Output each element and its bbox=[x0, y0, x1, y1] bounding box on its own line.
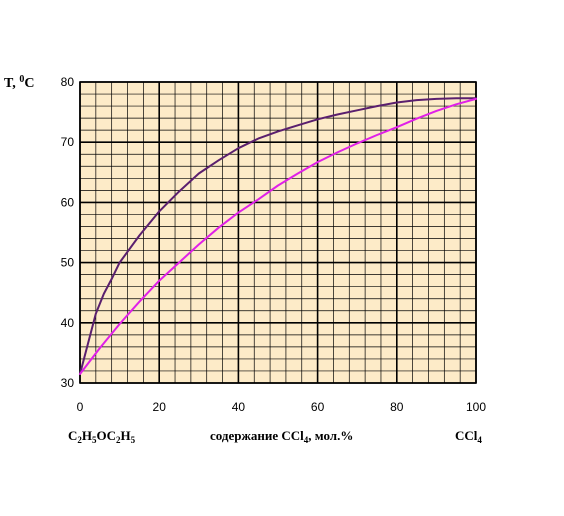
x-axis-label: содержание CCl4, мол.% bbox=[210, 428, 353, 445]
x-label-left-compound: C2H5OC2H5 bbox=[68, 428, 135, 445]
y-axis-label-unit: C bbox=[24, 76, 34, 91]
x-tick-label: 100 bbox=[466, 400, 486, 414]
label-right-sub: 4 bbox=[477, 435, 482, 445]
label-right-text: CCl bbox=[455, 428, 478, 443]
y-tick-label: 80 bbox=[61, 75, 75, 89]
series-layer bbox=[79, 97, 477, 375]
x-tick-labels: 0 20 40 60 80 100 bbox=[77, 400, 487, 414]
grid-minor bbox=[80, 82, 476, 383]
series-line-1 bbox=[79, 97, 477, 375]
y-tick-label: 40 bbox=[61, 316, 75, 330]
label-left-part: C bbox=[68, 428, 78, 443]
y-tick-labels: 30 40 50 60 70 80 bbox=[61, 75, 75, 390]
y-axis-label: T, 0C bbox=[4, 74, 34, 91]
y-tick-label: 60 bbox=[61, 195, 75, 209]
x-tick-label: 40 bbox=[232, 400, 246, 414]
label-left-sub: 2 bbox=[116, 435, 121, 445]
y-tick-label: 70 bbox=[61, 135, 75, 149]
label-left-part: H bbox=[120, 428, 131, 443]
y-tick-label: 30 bbox=[61, 376, 75, 390]
label-left-sub: 2 bbox=[77, 435, 82, 445]
label-left-sub: 5 bbox=[130, 435, 136, 445]
x-tick-label: 0 bbox=[77, 400, 84, 414]
label-left-part: OC bbox=[96, 428, 117, 443]
grid-major bbox=[79, 81, 477, 384]
y-axis-label-text: T, bbox=[4, 76, 19, 91]
y-tick-label: 50 bbox=[61, 256, 75, 270]
x-label-right-compound: CCl4 bbox=[455, 428, 482, 445]
x-axis-label-suffix: , мол.% bbox=[308, 428, 354, 443]
label-left-part: H bbox=[81, 428, 93, 443]
x-axis-label-sub: 4 bbox=[303, 435, 309, 445]
x-axis-label-text: содержание CCl bbox=[210, 428, 304, 443]
y-axis-label-sup: 0 bbox=[19, 74, 24, 85]
plot-background bbox=[80, 82, 476, 383]
series-line-2 bbox=[79, 97, 477, 375]
x-tick-label: 20 bbox=[153, 400, 167, 414]
plot-frame bbox=[79, 81, 477, 384]
x-tick-label: 60 bbox=[311, 400, 325, 414]
x-tick-label: 80 bbox=[390, 400, 404, 414]
label-left-sub: 5 bbox=[92, 435, 97, 445]
